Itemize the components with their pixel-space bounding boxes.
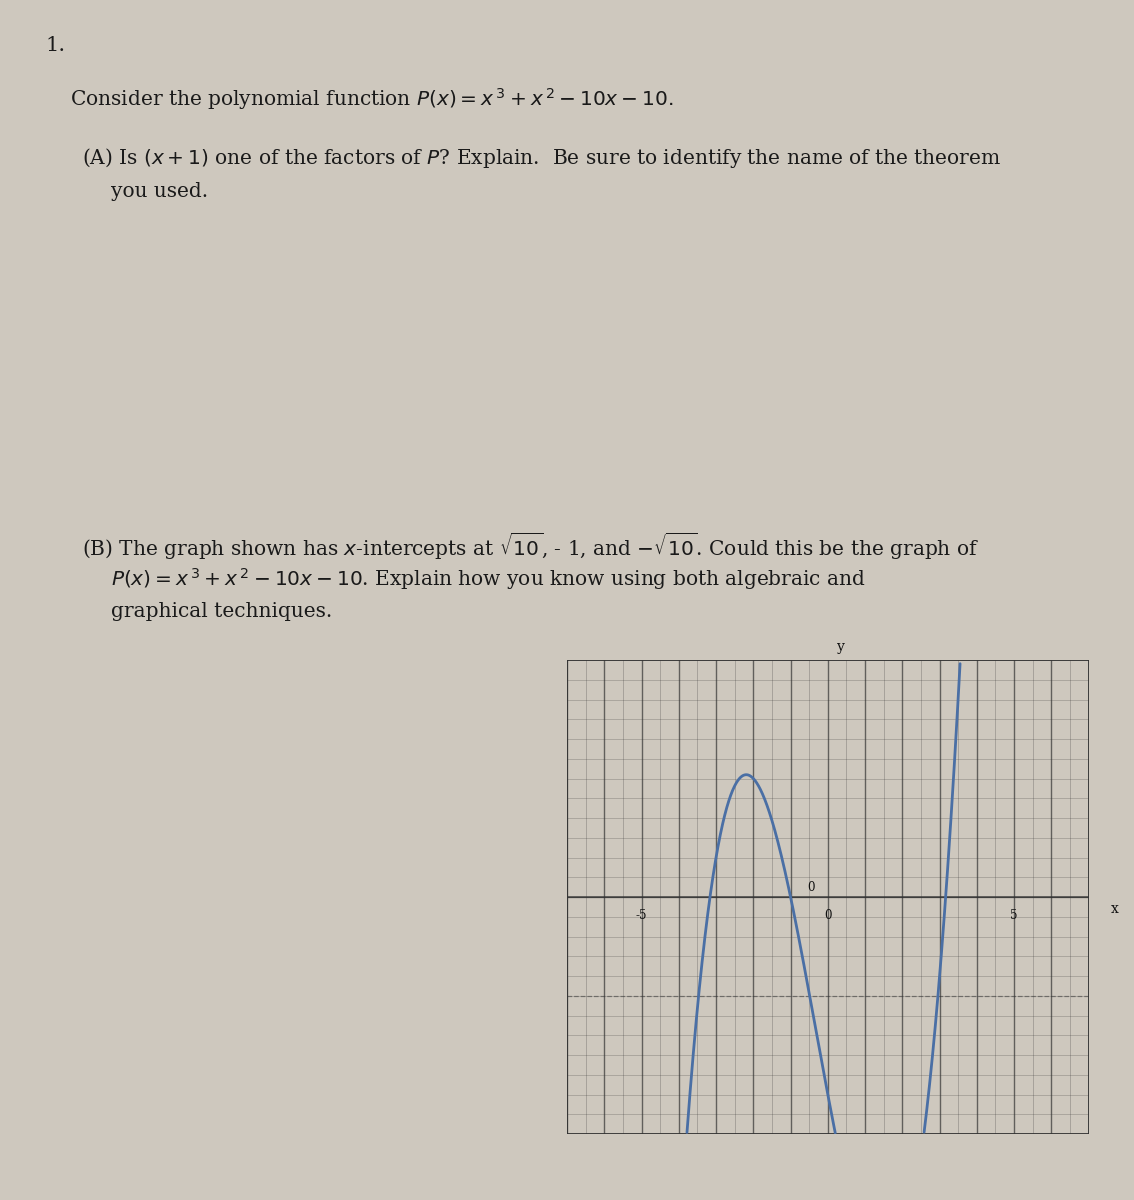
Text: $P(x) = x^{\,3} + x^{\,2} - 10x - 10$. Explain how you know using both algebraic: $P(x) = x^{\,3} + x^{\,2} - 10x - 10$. E…: [111, 566, 866, 593]
Text: (A) Is $(x + 1)$ one of the factors of $P$? Explain.  Be sure to identify the na: (A) Is $(x + 1)$ one of the factors of $…: [82, 146, 1001, 170]
Text: graphical techniques.: graphical techniques.: [111, 602, 332, 622]
Text: Consider the polynomial function $P(x) = x^{\,3} + x^{\,2} - 10x - 10.$: Consider the polynomial function $P(x) =…: [70, 86, 674, 113]
Text: 0: 0: [824, 908, 831, 922]
Text: x: x: [1111, 902, 1119, 916]
Text: 1.: 1.: [45, 36, 66, 55]
Text: you used.: you used.: [111, 182, 209, 202]
Text: 0: 0: [807, 881, 814, 894]
Text: -5: -5: [636, 908, 648, 922]
Text: 5: 5: [1010, 908, 1018, 922]
Text: y: y: [837, 640, 845, 654]
Text: (B) The graph shown has $x$-intercepts at $\sqrt{10}$, - 1, and $-\sqrt{10}$. Co: (B) The graph shown has $x$-intercepts a…: [82, 530, 979, 562]
